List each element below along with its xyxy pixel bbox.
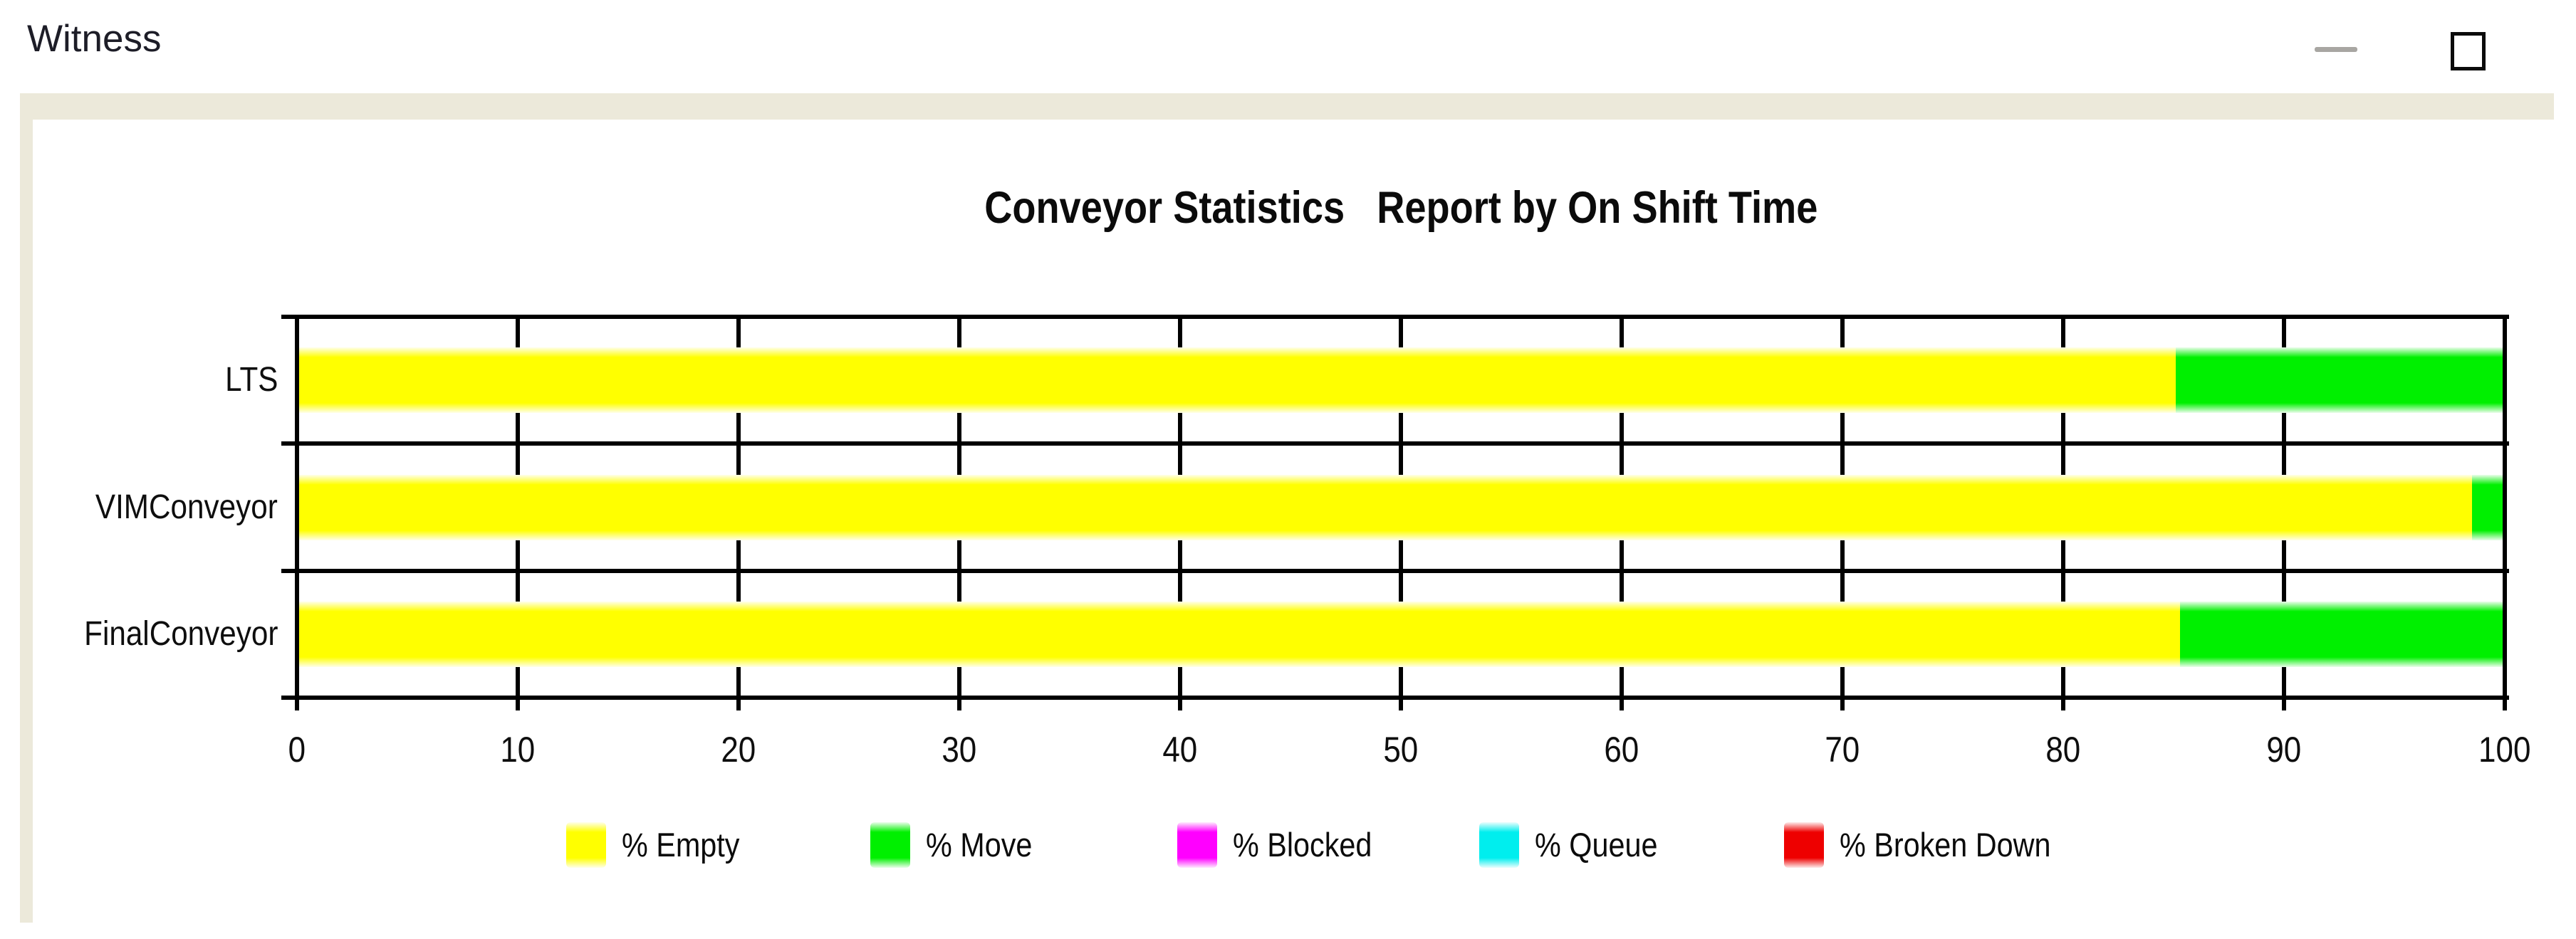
legend-swatch [870,822,910,868]
bar-row [297,347,2505,414]
title-bar: Witness [0,0,2576,93]
x-axis-label-text: 20 [721,730,756,770]
x-axis-label-text: 10 [500,730,536,770]
y-axis-label-text: VIMConveyor [95,488,278,526]
chart-title-text: Conveyor Statistics Report by On Shift T… [984,183,1818,233]
x-axis-label-text: 70 [1825,730,1860,770]
x-axis-label-text: 80 [2045,730,2081,770]
legend-swatch [566,822,606,868]
x-axis-label-text: 50 [1383,730,1419,770]
y-axis-label: VIMConveyor [21,488,278,526]
legend-item: % Queue [1479,822,1674,868]
y-axis-label-text: FinalConveyor [83,614,278,653]
x-axis-line [281,696,2509,700]
x-axis-label: 40 [1102,729,1258,770]
bar-segment [2180,601,2505,667]
x-axis-tick [295,700,299,710]
y-axis-label: FinalConveyor [21,614,278,653]
x-axis-label-text: 60 [1604,730,1639,770]
plot-axis-line [295,315,299,700]
x-axis-tick [736,700,741,710]
x-axis-label: 0 [219,729,375,770]
x-axis-tick [1178,700,1182,710]
legend-swatch [1479,822,1519,868]
x-axis-tick [1620,700,1624,710]
x-axis-tick [1840,700,1845,710]
x-axis-tick [1399,700,1403,710]
minimize-icon[interactable] [2315,47,2357,52]
legend-item: % Empty [566,822,756,868]
chart-title: Conveyor Statistics Report by On Shift T… [297,182,2505,234]
x-axis-label-text: 100 [2478,730,2531,770]
bar-segment [2176,347,2505,414]
x-axis-tick [2061,700,2065,710]
bar-segment [297,601,2181,667]
report-frame-top [20,93,2554,120]
x-axis-tick [957,700,961,710]
x-axis-label: 10 [439,729,596,770]
bar-segment [297,474,2472,540]
report-frame-left [20,93,33,923]
x-axis-tick [2282,700,2286,710]
window-title: Witness [27,18,162,60]
legend-swatch [1177,822,1217,868]
x-axis-label: 100 [2426,729,2576,770]
legend-item: % Broken Down [1784,822,2080,868]
row-divider-line [281,568,2509,573]
legend-item: % Move [870,822,1047,868]
bar-row [297,601,2505,667]
legend-item: % Blocked [1177,822,1391,868]
row-divider-line [281,441,2509,446]
legend-label: % Queue [1535,826,1658,864]
x-axis-label: 90 [2206,729,2362,770]
x-axis-label: 20 [660,729,817,770]
bar-segment [2471,474,2505,540]
x-axis-label-text: 90 [2266,730,2302,770]
legend-label: % Broken Down [1840,826,2051,864]
y-axis-label-text: LTS [224,361,278,399]
x-axis-label-text: 30 [942,730,977,770]
y-axis-label: LTS [21,362,278,399]
plot-top-border [281,315,2509,319]
legend-label: % Move [926,826,1033,864]
maximize-icon[interactable] [2451,32,2486,70]
plot-axis-line [2503,315,2507,700]
x-axis-label: 50 [1323,729,1479,770]
x-axis-label: 70 [1764,729,1921,770]
x-axis-label: 60 [1543,729,1700,770]
x-axis-label-text: 0 [288,730,306,770]
x-axis-label: 80 [1985,729,2142,770]
legend-swatch [1784,822,1824,868]
legend-label: % Blocked [1233,826,1372,864]
bar-row [297,474,2505,540]
x-axis-tick [516,700,520,710]
x-axis-label: 30 [881,729,1038,770]
x-axis-tick [2503,700,2507,710]
bar-segment [297,347,2176,414]
x-axis-label-text: 40 [1162,730,1198,770]
legend-label: % Empty [622,826,740,864]
